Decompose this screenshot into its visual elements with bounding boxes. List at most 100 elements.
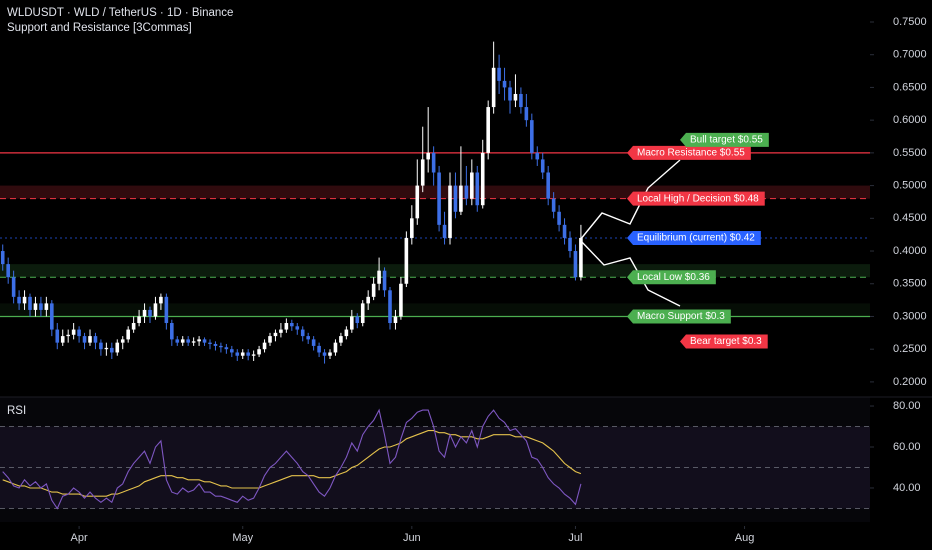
candle-body (502, 80, 507, 88)
candle-body (339, 336, 343, 343)
candle-body (6, 264, 10, 278)
x-tick-label: Aug (735, 532, 755, 544)
y-tick-label: 0.7000 (893, 49, 927, 61)
candle-body (60, 336, 65, 343)
zone (0, 303, 870, 317)
candle-body (410, 218, 414, 238)
candle-body (388, 290, 392, 324)
candle-body (328, 352, 332, 356)
candle-body (546, 172, 550, 199)
candle-body (213, 343, 218, 346)
level-tag-label: Local Low $0.36 (637, 272, 710, 283)
candle-body (295, 326, 300, 330)
y-tick-label: 0.6500 (893, 81, 927, 93)
candle-body (355, 316, 360, 324)
candle-body (33, 303, 38, 310)
zone (0, 264, 870, 278)
candle-body (137, 316, 141, 324)
candle-body (240, 352, 245, 356)
candle-body (279, 329, 283, 333)
candle-body (568, 237, 572, 252)
candle-body (442, 224, 447, 238)
level-tag-box (627, 270, 716, 285)
candle-body (197, 339, 201, 342)
candle-body (415, 185, 420, 219)
candle-body (0, 251, 5, 265)
candle-body (519, 93, 523, 108)
candle-body (186, 339, 190, 343)
candle-body (377, 270, 381, 284)
rsi-line (2, 408, 582, 510)
candle-body (437, 172, 441, 225)
candle-body (366, 296, 370, 304)
level-tag-box (627, 309, 731, 324)
candle-body (17, 296, 21, 304)
y-tick-label: 0.5000 (893, 179, 927, 191)
candle-body (464, 185, 469, 199)
candle-body (306, 336, 310, 340)
candle-body (39, 303, 43, 310)
tag-layer: Macro Resistance $0.55 Local High / Decis… (627, 132, 769, 349)
candle-body (110, 347, 114, 353)
level-tag: Local High / Decision $0.48 (627, 191, 765, 206)
candle-body (497, 67, 501, 81)
candle-body (99, 342, 103, 350)
level-tag: Bull target $0.55 (680, 132, 769, 147)
candle-body (551, 198, 556, 212)
level-tag-label: Macro Resistance $0.55 (637, 148, 745, 159)
candle-body (50, 303, 54, 330)
candle-body (126, 329, 130, 340)
candle-body (453, 185, 458, 212)
level-tag: Local Low $0.36 (627, 270, 716, 285)
rsi-panel (0, 397, 870, 522)
y-tick-label: 60.00 (893, 441, 921, 453)
ma-line (2, 430, 582, 497)
candle-body (431, 152, 436, 173)
candle-body (159, 296, 163, 304)
candle-body (208, 342, 212, 344)
candle-body (448, 185, 452, 238)
candle-body (71, 329, 76, 335)
candle-body (191, 341, 196, 343)
candle-body (120, 339, 125, 343)
y-tick-label: 0.4500 (893, 212, 927, 224)
candle-body (180, 339, 185, 343)
rsi-title: RSI (7, 405, 26, 417)
level-tag-box (680, 132, 769, 147)
candle-body (475, 172, 480, 206)
candle-body (530, 120, 534, 153)
level-tag-box (627, 145, 751, 160)
candle-body (333, 342, 338, 353)
candle-body (404, 237, 409, 284)
candle-body (393, 316, 398, 324)
candle-body (262, 342, 267, 350)
y-tick-label: 0.3500 (893, 278, 927, 290)
level-tag-label: Equilibrium (current) $0.42 (637, 233, 755, 244)
candle-body (508, 87, 512, 101)
candle-body (535, 152, 540, 160)
candle-body (93, 336, 98, 343)
candle-body (311, 339, 316, 346)
candle-body (170, 323, 174, 340)
level-tag: Bear target $0.3 (680, 334, 768, 349)
candle-body (115, 342, 120, 353)
candle-body (459, 185, 463, 212)
level-tag: Macro Support $0.3 (627, 309, 731, 324)
candle-body (82, 336, 87, 343)
candle-body (77, 329, 81, 337)
candle-body (251, 354, 256, 356)
candle-body (11, 277, 16, 297)
candle-body (202, 339, 207, 343)
candle-body (562, 224, 567, 238)
candle-body (579, 237, 583, 278)
bear-projection (579, 239, 681, 307)
candle-body (153, 303, 158, 317)
candle-body (22, 296, 27, 304)
x-tick-label: Apr (71, 532, 88, 544)
candle-body (322, 352, 327, 356)
candle-body (557, 211, 561, 225)
y-tick-label: 40.00 (893, 482, 921, 494)
y-tick-label: 0.2000 (893, 376, 927, 388)
candle-body (486, 107, 490, 153)
